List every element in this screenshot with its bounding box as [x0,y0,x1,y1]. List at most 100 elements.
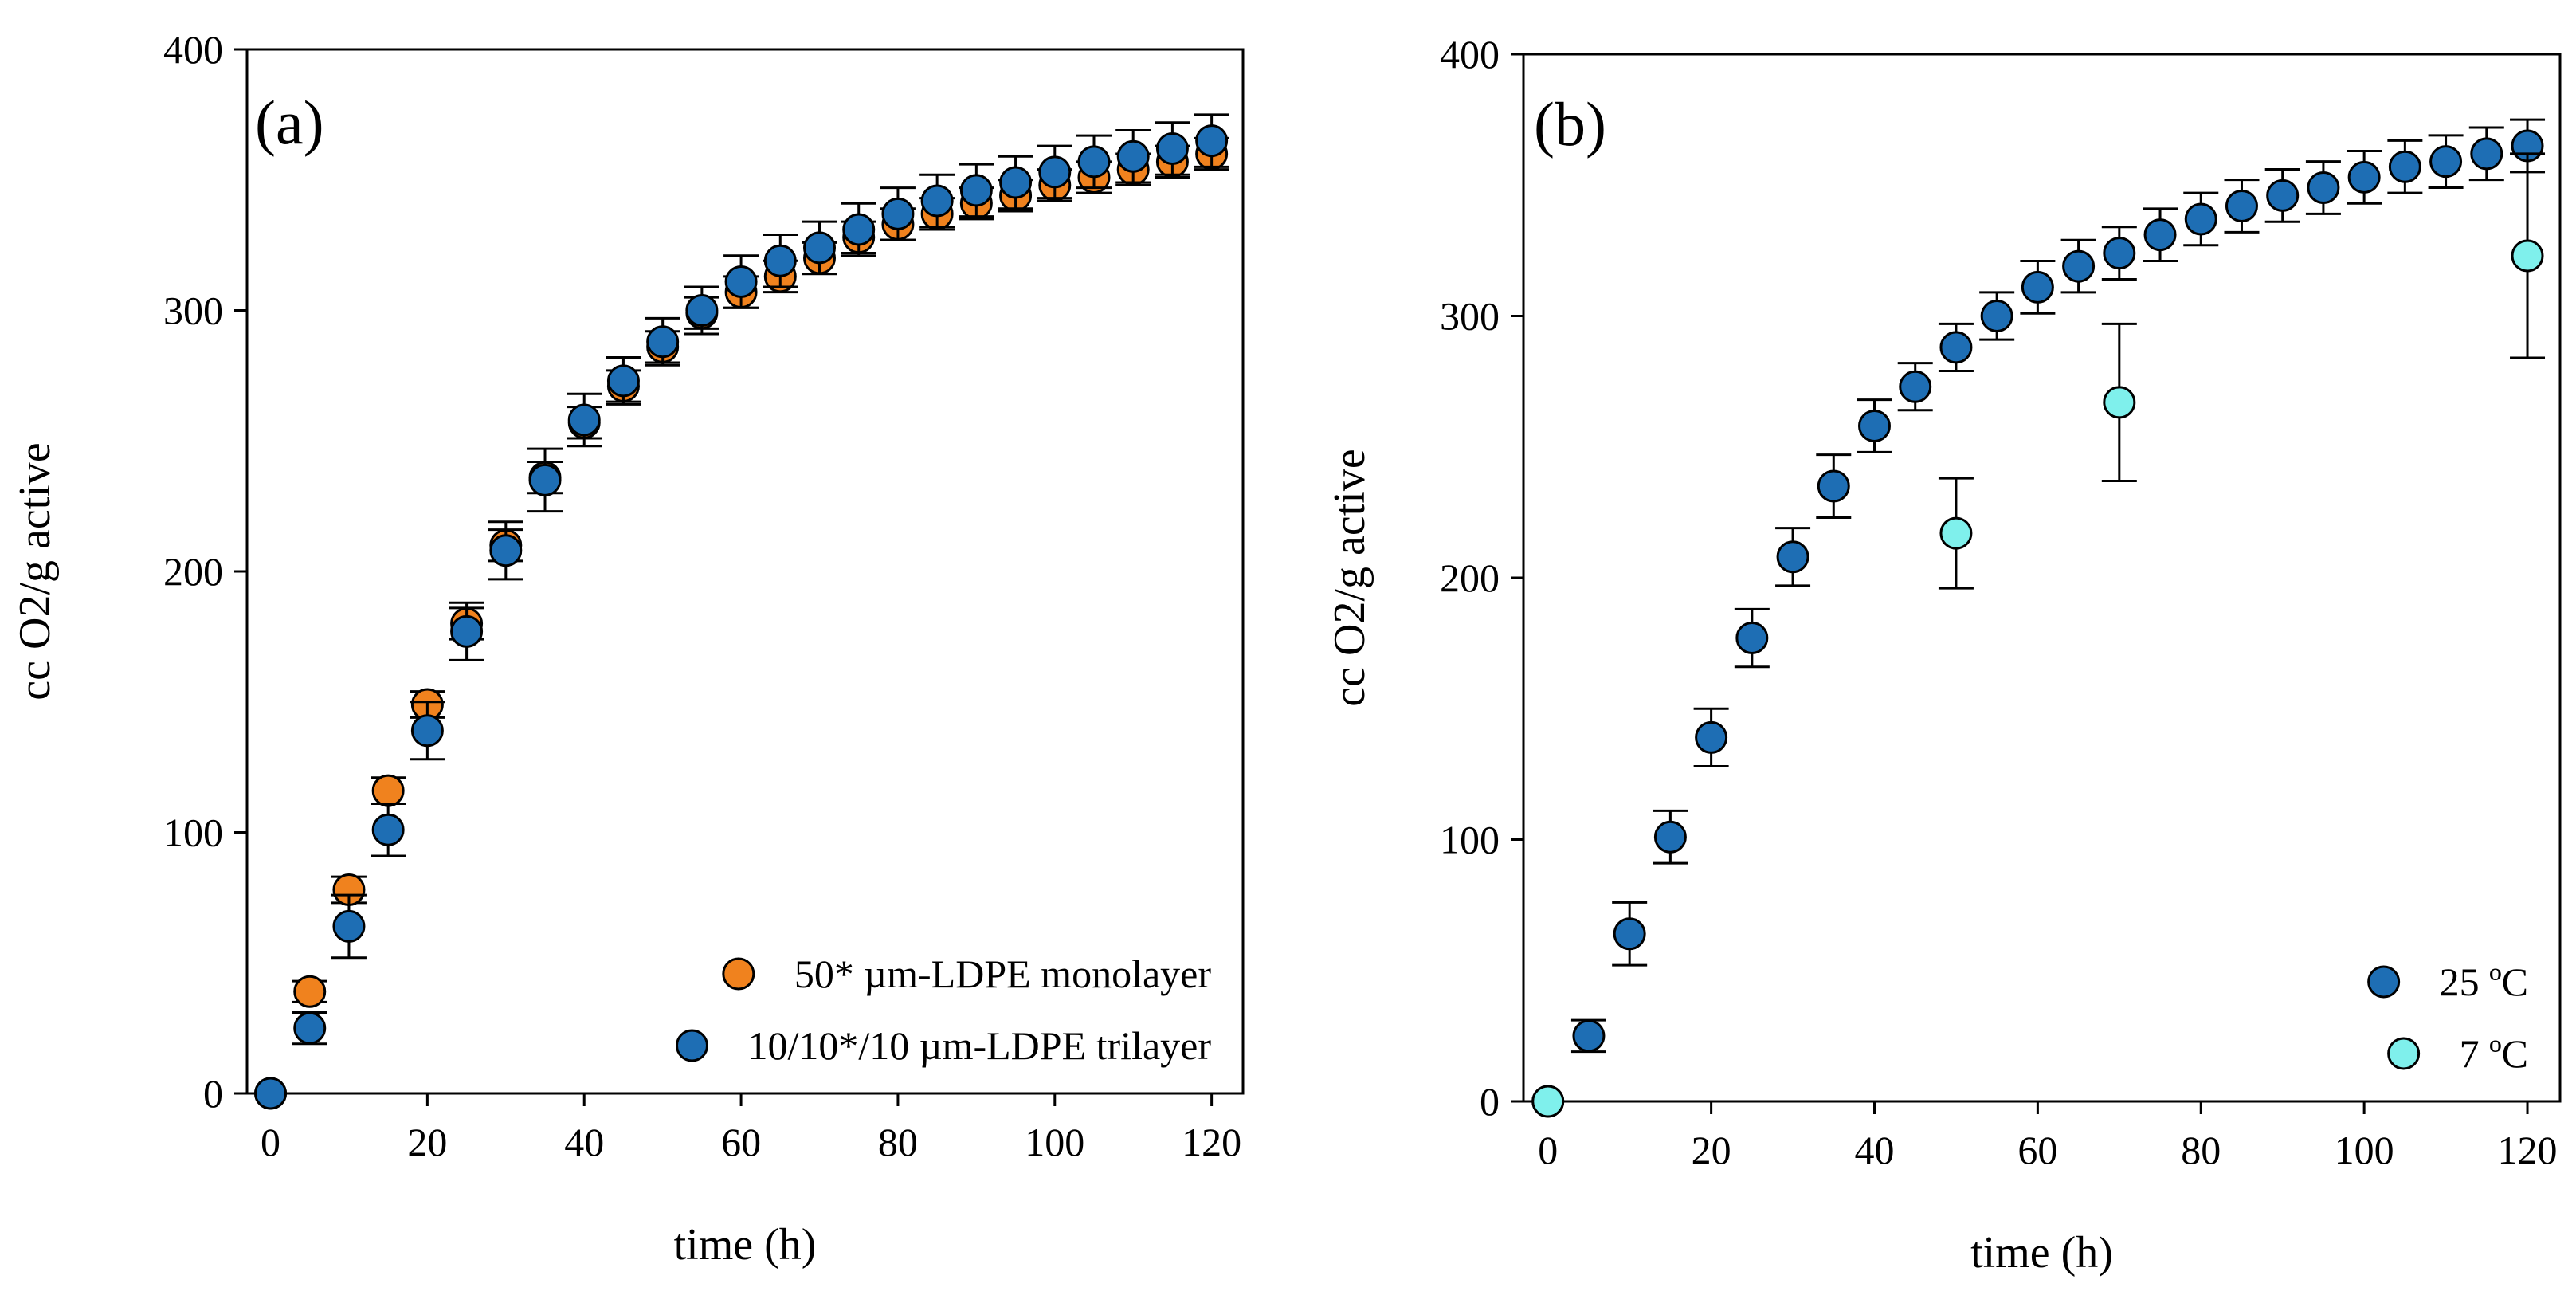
data-point [1077,145,1111,179]
data-point [528,463,562,496]
data-point [489,534,523,567]
data-point [803,231,837,265]
data-point [2143,218,2177,252]
series-2 [1531,152,2546,1118]
data-point [2021,270,2054,304]
data-point [999,166,1033,199]
y-tick-label: 300 [163,288,223,333]
data-point [1116,139,1150,173]
series-1 [1531,118,2546,1118]
data-point [2429,145,2463,179]
x-tick-label: 40 [1854,1128,1894,1172]
panel-b-chart: 0 20 40 60 80 100 120 0 100 200 300 400 time (h) cc O… [1325,32,2562,1277]
y-tick-label: 100 [163,810,223,855]
x-tick-label: 20 [1692,1128,1731,1172]
legend-label: 25 ºC [2440,960,2528,1004]
x-tick-label: 100 [1025,1120,1084,1164]
data-point [1195,124,1229,158]
data-point [1817,469,1850,503]
data-point [2470,137,2503,171]
data-point [1735,622,1769,655]
y-tick-label: 200 [1440,555,1500,600]
x-axis-label: time (h) [674,1220,817,1270]
data-point [371,813,405,846]
legend-label: 50* µm-LDPE monolayer [794,952,1212,996]
data-point [1531,1085,1565,1118]
x-tick-label: 60 [721,1120,761,1164]
x-tick-label: 80 [878,1120,918,1164]
series-2 [254,113,1229,1110]
data-point [2307,171,2340,205]
x-tick-label: 40 [564,1120,604,1164]
data-point [371,774,405,807]
data-point [2103,237,2136,270]
x-tick-label: 0 [261,1120,280,1164]
y-tick-label: 300 [1440,294,1500,339]
data-point [2388,150,2421,183]
data-point [1155,131,1189,165]
data-point [920,184,954,218]
data-point [1572,1019,1606,1053]
panel-a-chart: 0 20 40 60 80 100 120 0 100 200 300 400 time (h) cc O… [10,27,1245,1270]
legend-label: 10/10*/10 µm-LDPE trilayer [748,1023,1212,1068]
data-point [763,244,797,277]
data-point [450,614,484,648]
x-tick-label: 80 [2181,1128,2221,1172]
data-point [332,909,366,943]
legend-marker [722,957,755,991]
data-point [1939,331,1973,364]
data-point [1695,720,1728,754]
data-point [1776,540,1809,574]
data-point [2062,249,2096,283]
data-point [2184,202,2217,236]
data-point [685,294,719,327]
data-point [293,1011,327,1045]
data-point [1980,300,2013,332]
x-tick-label: 60 [2017,1128,2057,1172]
plot-frame [245,48,1245,1095]
y-axis-label: cc O2/g active [1325,449,1374,706]
panel-tag: (b) [1534,89,1606,159]
data-point [842,213,876,246]
data-point [293,975,327,1008]
data-point [881,197,915,230]
legend-item: 25 ºC [2367,960,2528,1004]
data-point [1857,409,1891,442]
x-tick-label: 120 [1182,1120,1241,1164]
data-point [567,403,601,437]
x-axis-label: time (h) [1970,1228,2113,1277]
legend-marker [676,1029,708,1062]
data-point [1653,820,1687,854]
y-tick-label: 100 [1440,818,1500,862]
data-point [2511,239,2544,273]
legend-item: 10/10*/10 µm-LDPE trilayer [676,1023,1212,1068]
data-point [2225,190,2258,223]
legend-marker [2387,1037,2421,1070]
data-point [410,714,444,748]
y-tick-label: 0 [1480,1079,1500,1124]
y-tick-label: 200 [163,549,223,594]
panel-tag: (a) [255,88,324,157]
plot-frame [1522,53,2562,1103]
data-point [2266,179,2300,212]
data-point [1613,917,1646,951]
data-point [254,1077,288,1110]
y-tick-label: 400 [1440,32,1500,77]
data-point [1939,516,1973,550]
legend-label: 7 ºC [2460,1031,2528,1076]
x-tick-label: 100 [2335,1128,2394,1172]
y-axis-label: cc O2/g active [10,442,60,700]
data-point [2103,386,2136,419]
y-tick-label: 400 [163,27,223,72]
legend-marker [2367,965,2401,999]
legend-item: 50* µm-LDPE monolayer [722,952,1212,996]
x-tick-label: 20 [407,1120,447,1164]
data-point [1899,370,1932,403]
y-tick-label: 0 [203,1071,223,1116]
data-point [2347,160,2381,194]
data-point [724,265,758,298]
data-point [959,174,993,207]
data-point [646,325,680,359]
data-point [1038,155,1072,189]
